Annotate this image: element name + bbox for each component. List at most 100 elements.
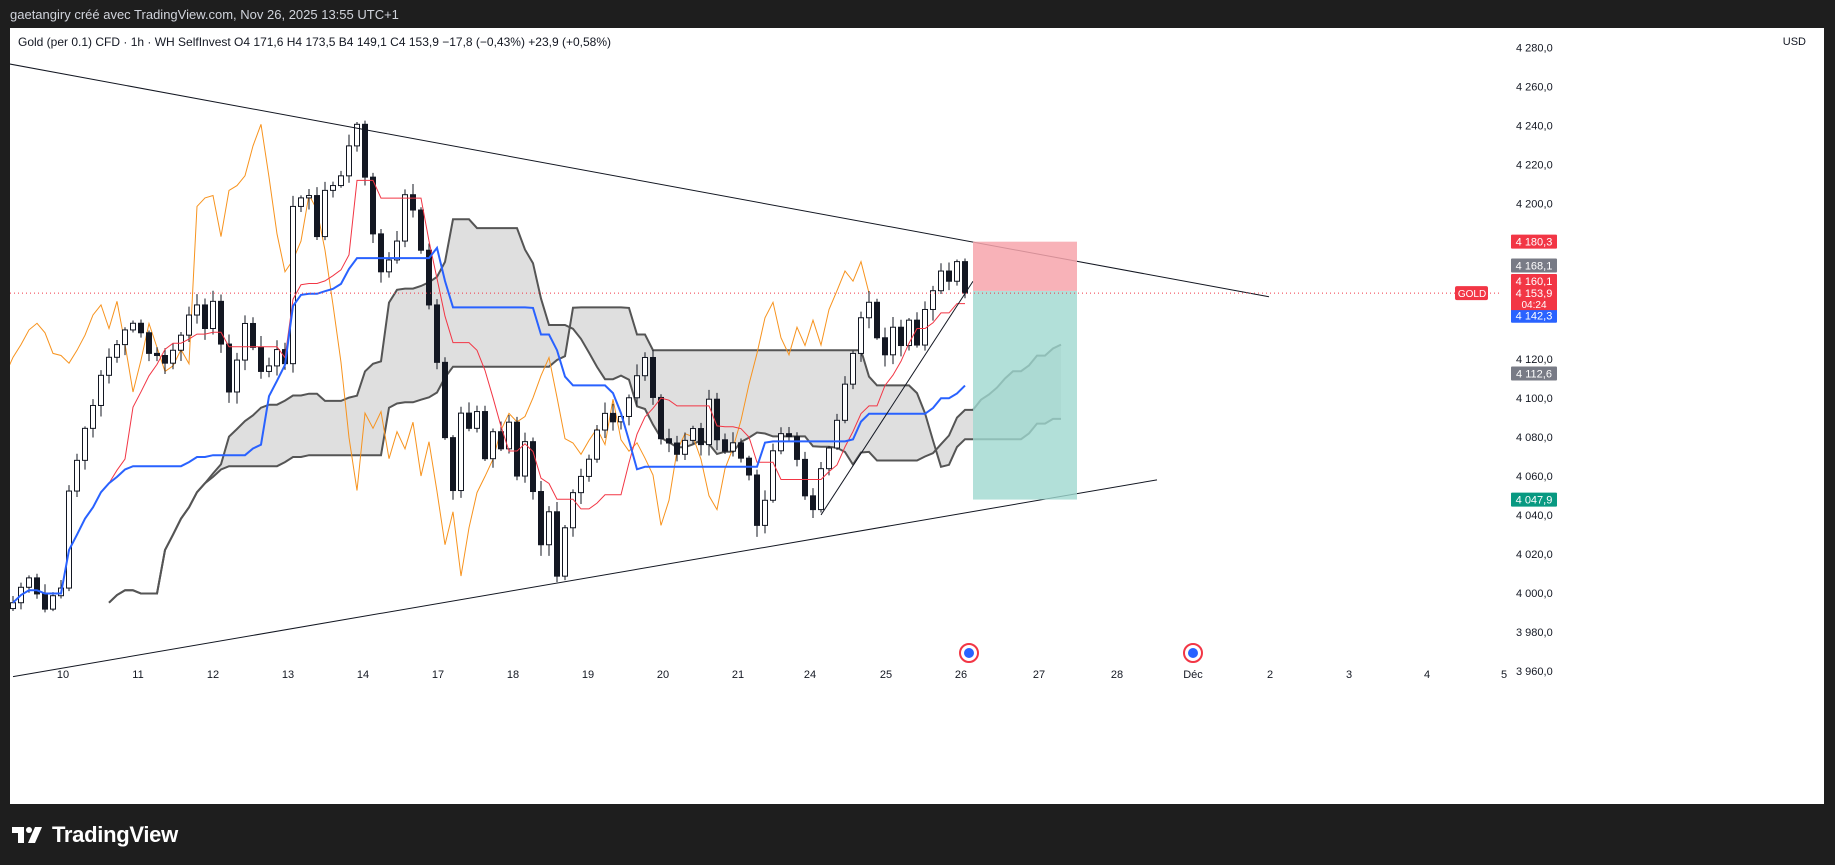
trendline-upper[interactable] (10, 57, 1270, 298)
candle-body[interactable] (490, 431, 496, 460)
candle-body[interactable] (538, 491, 544, 546)
candle-body[interactable] (74, 459, 80, 492)
candle-body[interactable] (98, 374, 104, 406)
candle-body[interactable] (210, 300, 216, 330)
candle-body[interactable] (450, 437, 456, 492)
candle-body[interactable] (882, 337, 888, 356)
candle-body[interactable] (642, 356, 648, 377)
candle-body[interactable] (418, 209, 424, 251)
candle-body[interactable] (122, 329, 128, 346)
candle-body[interactable] (730, 442, 736, 452)
currency-label[interactable]: USD (1782, 36, 1806, 48)
candle-body[interactable] (66, 490, 72, 589)
stop-loss-zone[interactable] (973, 241, 1077, 291)
candle-body[interactable] (810, 495, 816, 511)
candle-body[interactable] (170, 349, 176, 364)
candle-body[interactable] (394, 240, 400, 261)
candle-body[interactable] (354, 123, 360, 147)
candle-body[interactable] (26, 577, 32, 588)
candle-body[interactable] (826, 447, 832, 470)
candle-body[interactable] (674, 442, 680, 455)
candle-body[interactable] (938, 270, 944, 292)
candle-body[interactable] (138, 322, 144, 334)
candle-body[interactable] (498, 431, 504, 450)
candle-body[interactable] (274, 349, 280, 367)
candle-body[interactable] (146, 332, 152, 354)
candle-body[interactable] (722, 439, 728, 452)
candle-body[interactable] (682, 439, 688, 455)
candle-body[interactable] (762, 499, 768, 526)
candle-body[interactable] (714, 398, 720, 441)
candle-body[interactable] (850, 352, 856, 385)
symbol-tag[interactable] (1455, 286, 1488, 301)
candle-body[interactable] (346, 145, 352, 177)
candle-body[interactable] (554, 511, 560, 577)
candle-body[interactable] (106, 356, 112, 376)
candle-body[interactable] (370, 176, 376, 235)
trendline-lower[interactable] (12, 479, 1158, 678)
candle-body[interactable] (874, 301, 880, 339)
candle-body[interactable] (402, 194, 408, 242)
candle-body[interactable] (298, 197, 304, 207)
candle-body[interactable] (962, 261, 968, 294)
candle-body[interactable] (42, 593, 48, 610)
candle-body[interactable] (570, 492, 576, 529)
candle-body[interactable] (546, 511, 552, 546)
candle-body[interactable] (698, 428, 704, 446)
candle-body[interactable] (946, 270, 952, 282)
candle-body[interactable] (362, 123, 368, 178)
candle-body[interactable] (10, 602, 16, 610)
candle-body[interactable] (562, 527, 568, 577)
candle-body[interactable] (226, 343, 232, 393)
candle-body[interactable] (322, 189, 328, 238)
candle-body[interactable] (202, 304, 208, 330)
candle-body[interactable] (754, 474, 760, 526)
candle-body[interactable] (266, 365, 272, 372)
candle-body[interactable] (890, 326, 896, 356)
candle-body[interactable] (818, 468, 824, 511)
candle-body[interactable] (858, 317, 864, 354)
candle-body[interactable] (50, 595, 56, 610)
candle-body[interactable] (434, 304, 440, 363)
candle-body[interactable] (194, 304, 200, 316)
candle-body[interactable] (666, 438, 672, 444)
candle-body[interactable] (634, 375, 640, 399)
candle-body[interactable] (330, 185, 336, 191)
candle-body[interactable] (706, 398, 712, 446)
candle-body[interactable] (898, 326, 904, 347)
candle-body[interactable] (306, 195, 312, 199)
candle-body[interactable] (154, 352, 160, 357)
candle-body[interactable] (314, 195, 320, 238)
candle-body[interactable] (250, 322, 256, 348)
candle-body[interactable] (338, 175, 344, 187)
candle-body[interactable] (458, 412, 464, 492)
candle-body[interactable] (930, 290, 936, 310)
candle-body[interactable] (482, 411, 488, 460)
candle-body[interactable] (114, 344, 120, 358)
candle-body[interactable] (802, 458, 808, 497)
candle-body[interactable] (578, 475, 584, 494)
candle-body[interactable] (906, 319, 912, 347)
candle-body[interactable] (738, 442, 744, 459)
candle-body[interactable] (530, 441, 536, 493)
candle-body[interactable] (442, 361, 448, 439)
take-profit-zone[interactable] (973, 290, 1077, 500)
candle-body[interactable] (410, 194, 416, 211)
candle-body[interactable] (626, 397, 632, 417)
candle-body[interactable] (650, 356, 656, 398)
candle-body[interactable] (290, 205, 296, 365)
candle-body[interactable] (786, 433, 792, 438)
candle-body[interactable] (610, 412, 616, 423)
candle-body[interactable] (594, 429, 600, 460)
candle-body[interactable] (82, 427, 88, 461)
symbol-legend[interactable]: Gold (per 0.1) CFD · 1h · WH SelfInvest … (18, 35, 611, 49)
candle-body[interactable] (386, 259, 392, 273)
candle-body[interactable] (186, 314, 192, 336)
candle-body[interactable] (474, 411, 480, 429)
candle-body[interactable] (426, 249, 432, 306)
candle-body[interactable] (90, 404, 96, 429)
candle-body[interactable] (466, 412, 472, 429)
candle-body[interactable] (130, 322, 136, 331)
candle-body[interactable] (586, 458, 592, 477)
candle-body[interactable] (506, 421, 512, 450)
